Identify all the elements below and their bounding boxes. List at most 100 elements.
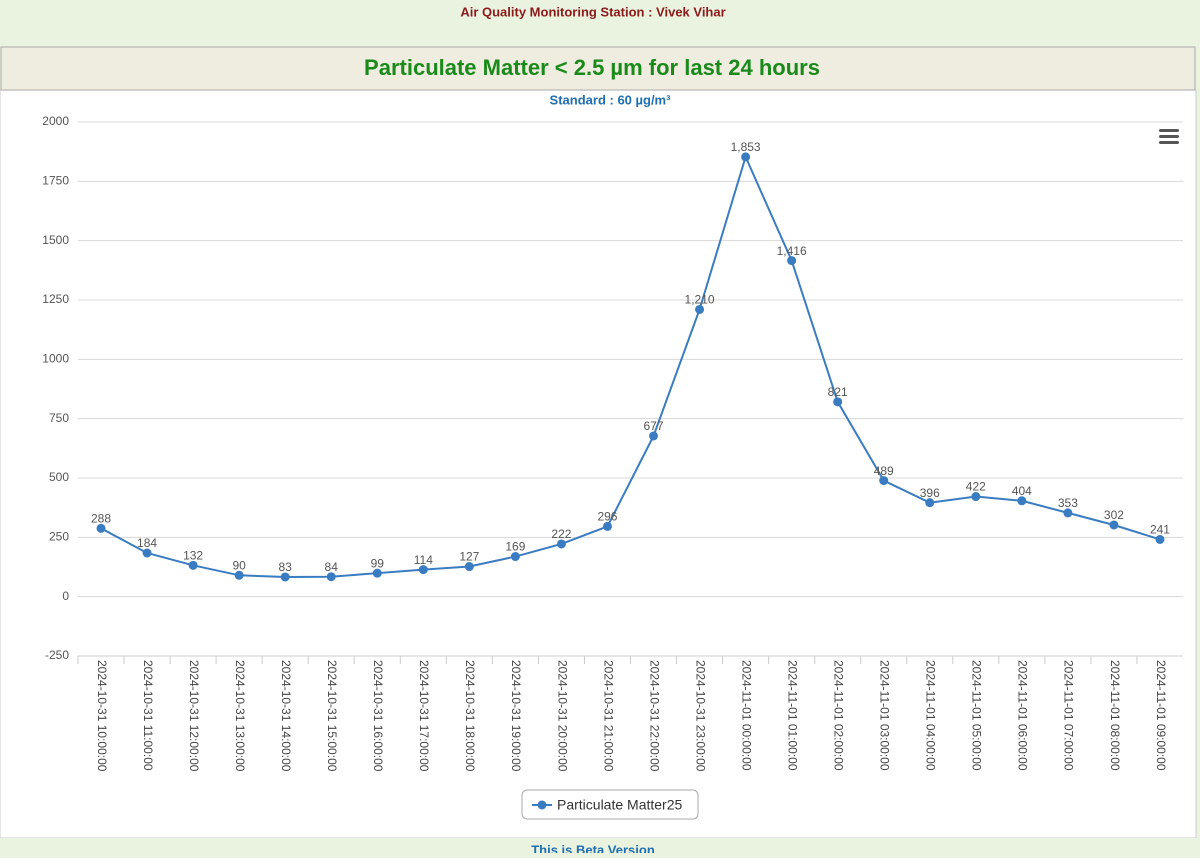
data-label: 169 xyxy=(505,540,525,554)
data-point xyxy=(695,304,705,314)
data-label: 241 xyxy=(1150,523,1170,537)
x-tick-label: 2024-10-31 20:00:00 xyxy=(555,660,569,772)
data-point xyxy=(971,492,981,502)
y-tick-label: 2000 xyxy=(42,114,69,128)
y-tick-label: 250 xyxy=(49,530,69,544)
menu-bar xyxy=(1159,135,1179,138)
x-tick-label: 2024-11-01 04:00:00 xyxy=(924,660,938,771)
data-point xyxy=(1155,534,1165,544)
x-tick-label: 2024-10-31 17:00:00 xyxy=(417,660,431,772)
series-line xyxy=(100,154,1161,578)
y-tick-label: 750 xyxy=(49,411,69,425)
y-tick-label: 1000 xyxy=(42,352,69,366)
x-tick-label: 2024-11-01 03:00:00 xyxy=(878,660,892,771)
data-label: 99 xyxy=(371,556,385,570)
y-tick-label: 500 xyxy=(49,470,69,484)
data-label: 821 xyxy=(828,385,848,399)
y-tick-label: 1250 xyxy=(42,292,69,306)
legend-box xyxy=(521,789,699,820)
data-label: 90 xyxy=(232,558,246,572)
data-label: 302 xyxy=(1104,508,1124,522)
data-label: 114 xyxy=(414,553,433,567)
header-bar xyxy=(0,46,1196,91)
x-tick-label: 2024-10-31 22:00:00 xyxy=(647,660,661,772)
data-point xyxy=(188,560,198,570)
data-point xyxy=(510,552,520,562)
data-point xyxy=(1063,508,1073,518)
data-point xyxy=(280,572,290,582)
x-tick-label: 2024-11-01 05:00:00 xyxy=(970,660,984,771)
data-label: 132 xyxy=(183,549,203,563)
data-point xyxy=(787,256,797,266)
data-label: 1,210 xyxy=(685,293,715,307)
data-point xyxy=(649,431,659,441)
data-point xyxy=(925,498,935,508)
x-tick-label: 2024-10-31 15:00:00 xyxy=(325,660,339,772)
x-tick-label: 2024-10-31 12:00:00 xyxy=(187,660,201,772)
legend-label: Particulate Matter25 xyxy=(557,797,682,813)
y-tick-label: 0 xyxy=(62,589,69,603)
y-tick-label: -250 xyxy=(45,648,69,662)
station-name: Air Quality Monitoring Station : Vivek V… xyxy=(460,4,725,19)
data-point xyxy=(234,570,244,580)
x-tick-label: 2024-10-31 14:00:00 xyxy=(279,660,293,772)
data-label: 84 xyxy=(325,560,339,574)
data-label: 83 xyxy=(279,560,293,574)
data-label: 677 xyxy=(644,419,664,433)
chart-title: Particulate Matter < 2.5 µm for last 24 … xyxy=(364,55,820,80)
legend-item[interactable]: Particulate Matter25 xyxy=(521,789,699,820)
menu-bar xyxy=(1159,129,1179,132)
data-point xyxy=(372,568,382,578)
data-point xyxy=(602,521,612,531)
x-tick-label: 2024-10-31 11:00:00 xyxy=(141,660,155,771)
data-label: 1,416 xyxy=(777,244,807,258)
x-tick-label: 2024-10-31 13:00:00 xyxy=(233,660,247,772)
x-tick-label: 2024-11-01 07:00:00 xyxy=(1062,660,1076,771)
footer-bar xyxy=(0,838,1200,853)
menu-icon[interactable] xyxy=(1159,129,1179,144)
chart-panel xyxy=(0,89,1197,839)
x-tick-label: 2024-11-01 08:00:00 xyxy=(1108,660,1122,771)
data-point xyxy=(96,523,106,533)
data-point xyxy=(1109,520,1119,530)
data-point xyxy=(879,476,889,486)
x-tick-label: 2024-10-31 10:00:00 xyxy=(95,660,109,772)
x-tick-label: 2024-10-31 18:00:00 xyxy=(463,660,477,772)
data-label: 396 xyxy=(920,486,940,500)
data-label: 288 xyxy=(91,511,111,525)
data-label: 404 xyxy=(1012,484,1032,498)
x-tick-label: 2024-11-01 01:00:00 xyxy=(785,660,799,771)
data-point xyxy=(326,572,336,582)
x-tick-label: 2024-11-01 09:00:00 xyxy=(1154,660,1168,771)
data-point xyxy=(556,539,566,549)
x-tick-label: 2024-10-31 19:00:00 xyxy=(509,660,523,772)
data-point xyxy=(1017,496,1027,506)
data-point xyxy=(142,548,152,558)
x-tick-label: 2024-11-01 02:00:00 xyxy=(832,660,846,771)
data-label: 422 xyxy=(966,480,986,494)
data-point xyxy=(741,152,751,162)
x-tick-label: 2024-10-31 21:00:00 xyxy=(601,660,615,772)
data-label: 184 xyxy=(137,536,157,550)
y-tick-label: 1750 xyxy=(42,174,69,188)
data-label: 296 xyxy=(597,510,617,524)
data-label: 222 xyxy=(551,527,571,541)
chart-subtitle: Standard : 60 µg/m³ xyxy=(550,92,672,107)
x-tick-label: 2024-10-31 23:00:00 xyxy=(693,660,707,772)
data-label: 353 xyxy=(1058,496,1078,510)
y-tick-label: 1500 xyxy=(42,233,69,247)
data-point xyxy=(464,562,474,572)
x-tick-label: 2024-10-31 16:00:00 xyxy=(371,660,385,772)
data-point xyxy=(418,565,428,575)
data-label: 489 xyxy=(874,464,894,478)
data-point xyxy=(833,397,843,407)
x-tick-label: 2024-11-01 06:00:00 xyxy=(1016,660,1030,771)
x-tick-label: 2024-11-01 00:00:00 xyxy=(739,660,753,771)
data-label: 127 xyxy=(459,550,479,564)
legend-marker xyxy=(537,800,547,810)
menu-bar xyxy=(1159,141,1179,144)
footer-text: This is Beta Version xyxy=(531,842,655,853)
data-label: 1,853 xyxy=(731,140,761,154)
